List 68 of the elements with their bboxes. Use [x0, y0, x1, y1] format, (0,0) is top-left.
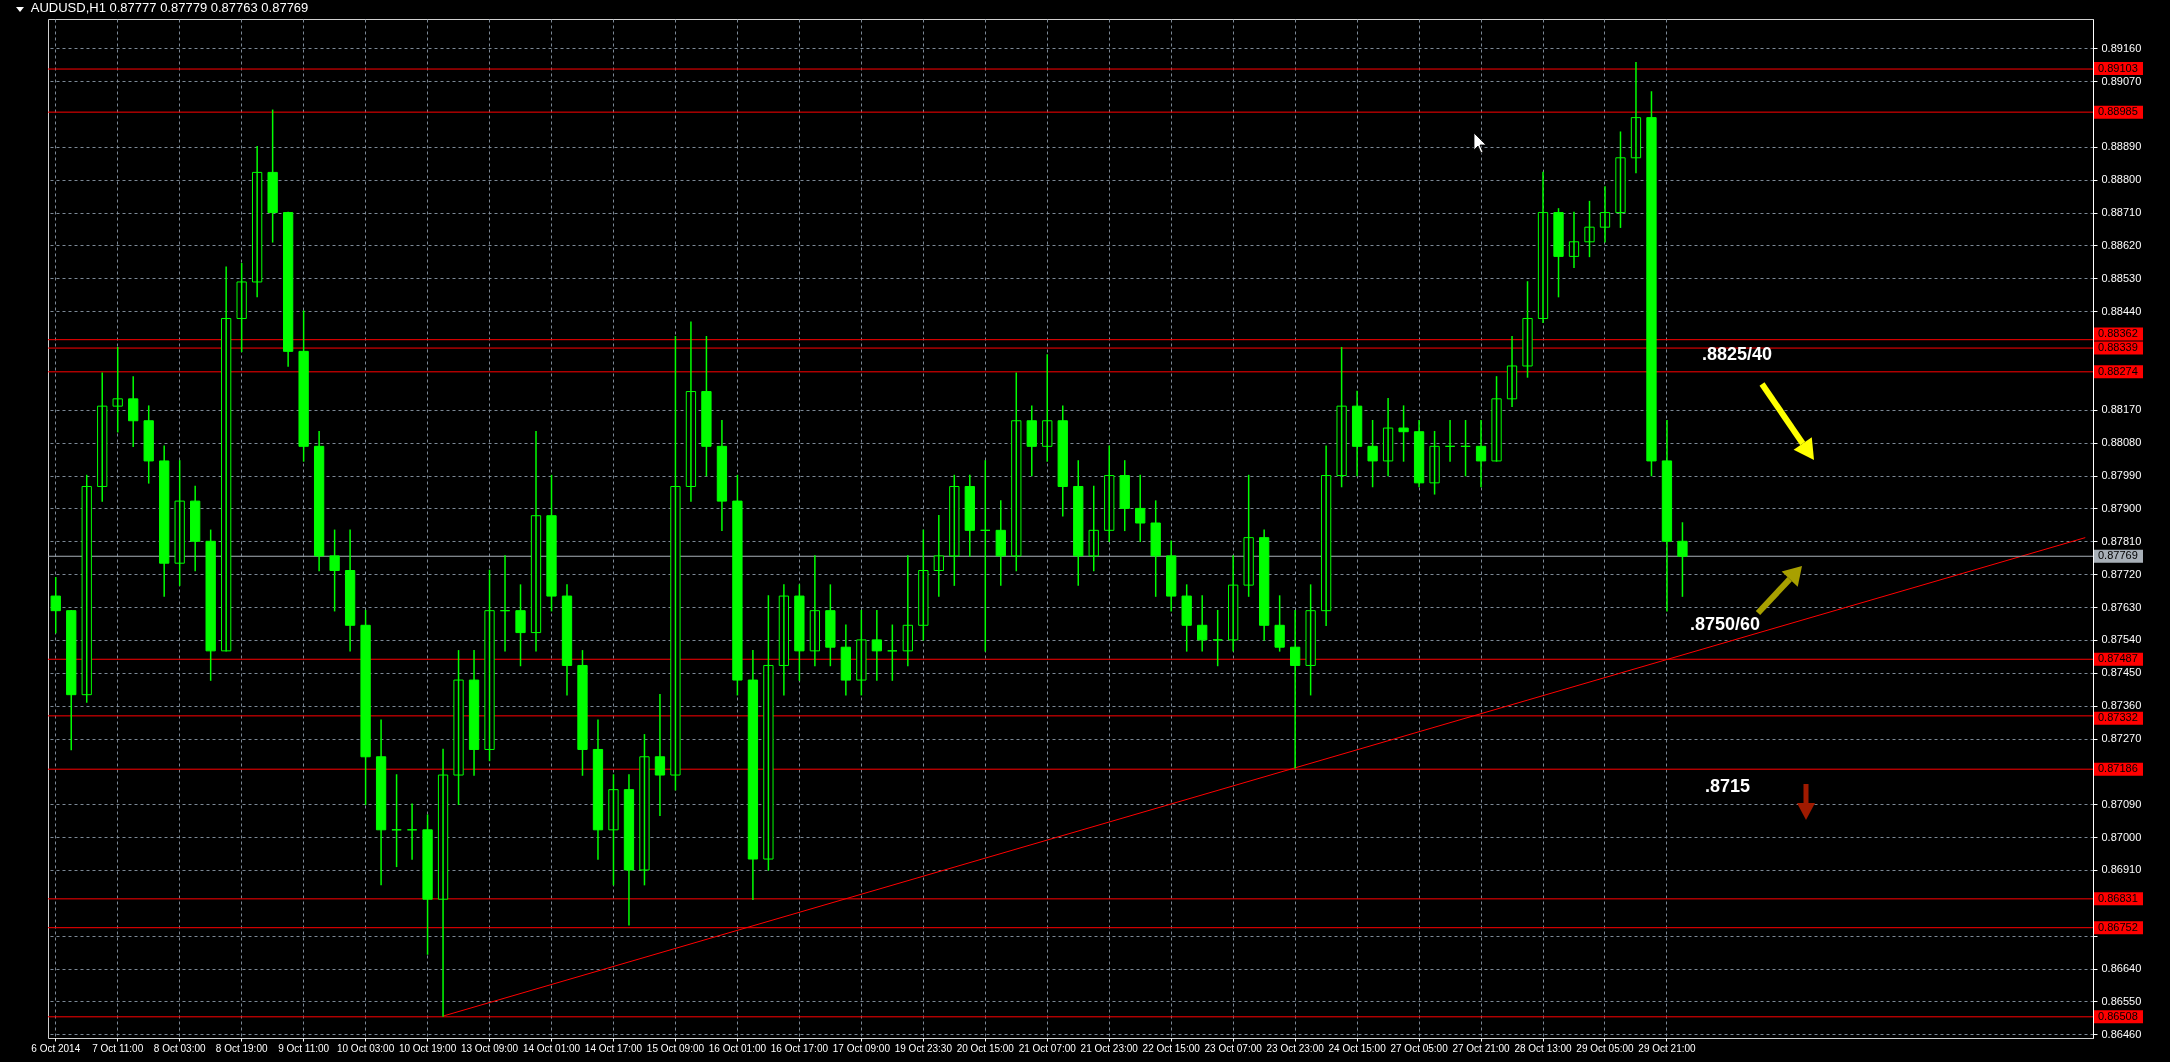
ref-line-label: 0.86831: [2098, 891, 2138, 904]
x-tick-label: 19 Oct 23:30: [894, 1042, 953, 1054]
x-tick-label: 8 Oct 03:00: [153, 1042, 206, 1054]
ref-line-label: 0.87186: [2098, 762, 2138, 775]
x-tick-label: 24 Oct 15:00: [1328, 1042, 1387, 1054]
x-tick-label: 10 Oct 03:00: [336, 1042, 395, 1054]
ref-line-label: 0.87332: [2098, 711, 2138, 724]
y-tick-label: 0.89070: [2101, 74, 2142, 87]
y-tick-label: 0.87990: [2101, 469, 2142, 482]
annotation: .8715: [1705, 776, 1751, 796]
ref-line-label: 0.88362: [2098, 327, 2138, 340]
y-tick-label: 0.87720: [2101, 567, 2142, 580]
x-tick-label: 14 Oct 01:00: [522, 1042, 581, 1054]
y-tick-label: 0.86460: [2101, 1027, 2142, 1040]
x-tick-label: 15 Oct 09:00: [646, 1042, 705, 1054]
x-tick-label: 23 Oct 07:00: [1204, 1042, 1263, 1054]
y-tick-label: 0.87000: [2101, 830, 2142, 843]
y-tick-label: 0.87900: [2101, 501, 2142, 514]
chart-title: AUDUSD,H1 0.87777 0.87779 0.87763 0.87769: [30, 0, 309, 15]
x-tick-label: 16 Oct 17:00: [770, 1042, 829, 1054]
x-tick-label: 16 Oct 01:00: [708, 1042, 767, 1054]
x-tick-label: 27 Oct 21:00: [1452, 1042, 1511, 1054]
y-tick-label: 0.86550: [2101, 994, 2142, 1007]
y-tick-label: 0.88170: [2101, 403, 2142, 416]
y-tick-label: 0.88080: [2101, 436, 2142, 449]
x-tick-label: 27 Oct 05:00: [1390, 1042, 1449, 1054]
x-tick-label: 21 Oct 07:00: [1018, 1042, 1077, 1054]
x-tick-label: 10 Oct 19:00: [398, 1042, 457, 1054]
x-tick-label: 21 Oct 23:00: [1080, 1042, 1139, 1054]
ref-line-label: 0.88274: [2098, 364, 2138, 377]
y-tick-label: 0.86640: [2101, 962, 2142, 975]
x-tick-label: 17 Oct 09:00: [832, 1042, 891, 1054]
y-tick-label: 0.87270: [2101, 732, 2142, 745]
x-tick-label: 23 Oct 23:00: [1266, 1042, 1325, 1054]
x-tick-label: 8 Oct 19:00: [215, 1042, 268, 1054]
y-tick-label: 0.88800: [2101, 173, 2142, 186]
x-tick-label: 22 Oct 15:00: [1142, 1042, 1201, 1054]
y-tick-label: 0.87540: [2101, 633, 2142, 646]
ref-line-label: 0.86752: [2098, 920, 2138, 933]
x-tick-label: 29 Oct 05:00: [1576, 1042, 1635, 1054]
y-tick-label: 0.87630: [2101, 600, 2142, 613]
y-tick-label: 0.87360: [2101, 699, 2142, 712]
ref-line-label: 0.87769: [2098, 549, 2138, 562]
y-tick-label: 0.88440: [2101, 304, 2142, 317]
ref-line-label: 0.89103: [2098, 61, 2138, 74]
annotation: .8825/40: [1702, 344, 1773, 364]
y-tick-label: 0.88890: [2101, 140, 2142, 153]
y-tick-label: 0.86910: [2101, 863, 2142, 876]
x-tick-label: 6 Oct 2014: [31, 1042, 81, 1054]
ref-line-label: 0.88985: [2098, 105, 2138, 118]
x-tick-label: 28 Oct 13:00: [1514, 1042, 1573, 1054]
y-tick-label: 0.89160: [2101, 41, 2142, 54]
y-tick-label: 0.88710: [2101, 206, 2142, 219]
y-tick-label: 0.87450: [2101, 666, 2142, 679]
x-tick-label: 9 Oct 11:00: [278, 1042, 330, 1054]
x-tick-label: 14 Oct 17:00: [584, 1042, 643, 1054]
x-tick-label: 7 Oct 11:00: [92, 1042, 144, 1054]
y-tick-label: 0.88530: [2101, 271, 2142, 284]
x-tick-label: 20 Oct 15:00: [956, 1042, 1015, 1054]
ref-line-label: 0.87487: [2098, 652, 2138, 665]
x-tick-label: 29 Oct 21:00: [1638, 1042, 1697, 1054]
ref-line-label: 0.88339: [2098, 341, 2138, 354]
ref-line-label: 0.86508: [2098, 1009, 2138, 1022]
y-tick-label: 0.88620: [2101, 238, 2142, 251]
annotation: .8750/60: [1690, 614, 1761, 634]
y-tick-label: 0.87810: [2101, 534, 2142, 547]
y-tick-label: 0.87090: [2101, 797, 2142, 810]
x-tick-label: 13 Oct 09:00: [460, 1042, 519, 1054]
